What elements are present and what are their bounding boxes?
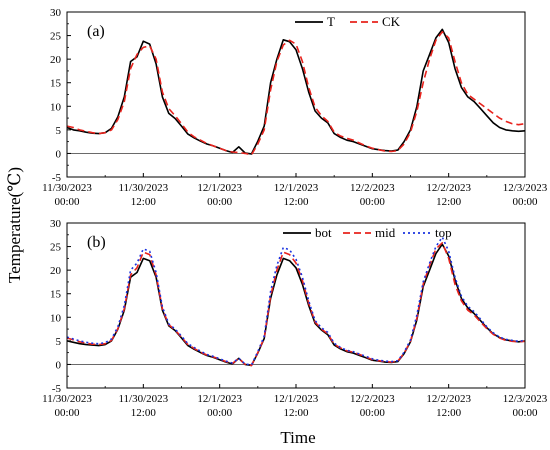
y-tick-label: 10 <box>50 312 62 324</box>
y-tick-label: 10 <box>50 101 62 113</box>
y-axis-label: Temperature(℃) <box>5 167 24 283</box>
series-line-mid <box>66 242 526 367</box>
y-tick-label: 25 <box>50 31 62 43</box>
x-tick-label-time: 12:00 <box>131 407 157 419</box>
panel-b-chart: -5 0 5 10 15 20 25 30 11/30/2023 00:00 11/30/2023 1… <box>42 218 548 419</box>
panel-label: (a) <box>87 23 105 40</box>
x-tick-label-time: 12:00 <box>131 196 157 208</box>
x-tick-label-time: 12:00 <box>436 407 462 419</box>
y-tick-label: 5 <box>56 336 62 348</box>
y-tick-label: -5 <box>52 383 62 395</box>
plot-frame <box>66 222 526 389</box>
y-tick-label: 30 <box>50 7 62 19</box>
x-tick-label-date: 11/30/2023 <box>42 393 92 405</box>
y-tick-label: 0 <box>56 359 62 371</box>
x-tick-label-date: 12/1/2023 <box>274 393 319 405</box>
x-tick-label-date: 12/2/2023 <box>426 182 471 194</box>
y-tick-label: 20 <box>50 265 62 277</box>
legend-label-bot: bot <box>315 225 332 240</box>
panel-a-chart: -5 0 5 10 15 20 25 30 11/30/2023 00:00 11/30/2023 1… <box>42 7 548 208</box>
x-tick-label-date: 12/3/2023 <box>503 393 548 405</box>
y-tick-label: -5 <box>52 172 62 184</box>
legend-label-T: T <box>327 14 335 29</box>
x-tick-label-date: 12/1/2023 <box>274 182 319 194</box>
y-tick-label: 20 <box>50 54 62 66</box>
series-line-T <box>66 28 526 155</box>
y-tick-label: 0 <box>56 148 62 160</box>
x-tick-label-time: 12:00 <box>283 196 309 208</box>
x-tick-label-time: 00:00 <box>512 407 538 419</box>
legend-label-mid: mid <box>375 225 396 240</box>
x-tick-label-time: 00:00 <box>207 407 233 419</box>
series-line-bot <box>66 243 526 367</box>
series-line-CK <box>66 30 526 156</box>
series-line-top <box>66 236 526 366</box>
y-tick-label: 25 <box>50 242 62 254</box>
x-tick-label-time: 00:00 <box>360 196 386 208</box>
x-tick-label-time: 00:00 <box>54 196 80 208</box>
x-tick-label-time: 12:00 <box>436 196 462 208</box>
x-tick-label-date: 11/30/2023 <box>42 182 92 194</box>
x-tick-label-time: 00:00 <box>512 196 538 208</box>
plot-frame <box>66 11 526 178</box>
x-axis-label: Time <box>280 428 315 447</box>
x-tick-label-time: 12:00 <box>283 407 309 419</box>
x-tick-label-date: 12/1/2023 <box>197 182 242 194</box>
x-tick-label-date: 12/2/2023 <box>350 393 395 405</box>
x-tick-label-date: 12/2/2023 <box>426 393 471 405</box>
y-tick-label: 5 <box>56 125 62 137</box>
y-tick-label: 15 <box>50 78 62 90</box>
x-tick-label-time: 00:00 <box>360 407 386 419</box>
x-tick-label-date: 12/3/2023 <box>503 182 548 194</box>
legend-label-top: top <box>435 225 452 240</box>
x-tick-label-date: 11/30/2023 <box>118 393 168 405</box>
x-tick-label-date: 12/2/2023 <box>350 182 395 194</box>
x-tick-label-date: 11/30/2023 <box>118 182 168 194</box>
y-tick-label: 30 <box>50 218 62 230</box>
x-tick-label-time: 00:00 <box>207 196 233 208</box>
x-tick-label-date: 12/1/2023 <box>197 393 242 405</box>
panel-label: (b) <box>87 234 106 251</box>
legend-label-CK: CK <box>382 14 401 29</box>
x-tick-label-time: 00:00 <box>54 407 80 419</box>
y-tick-label: 15 <box>50 289 62 301</box>
